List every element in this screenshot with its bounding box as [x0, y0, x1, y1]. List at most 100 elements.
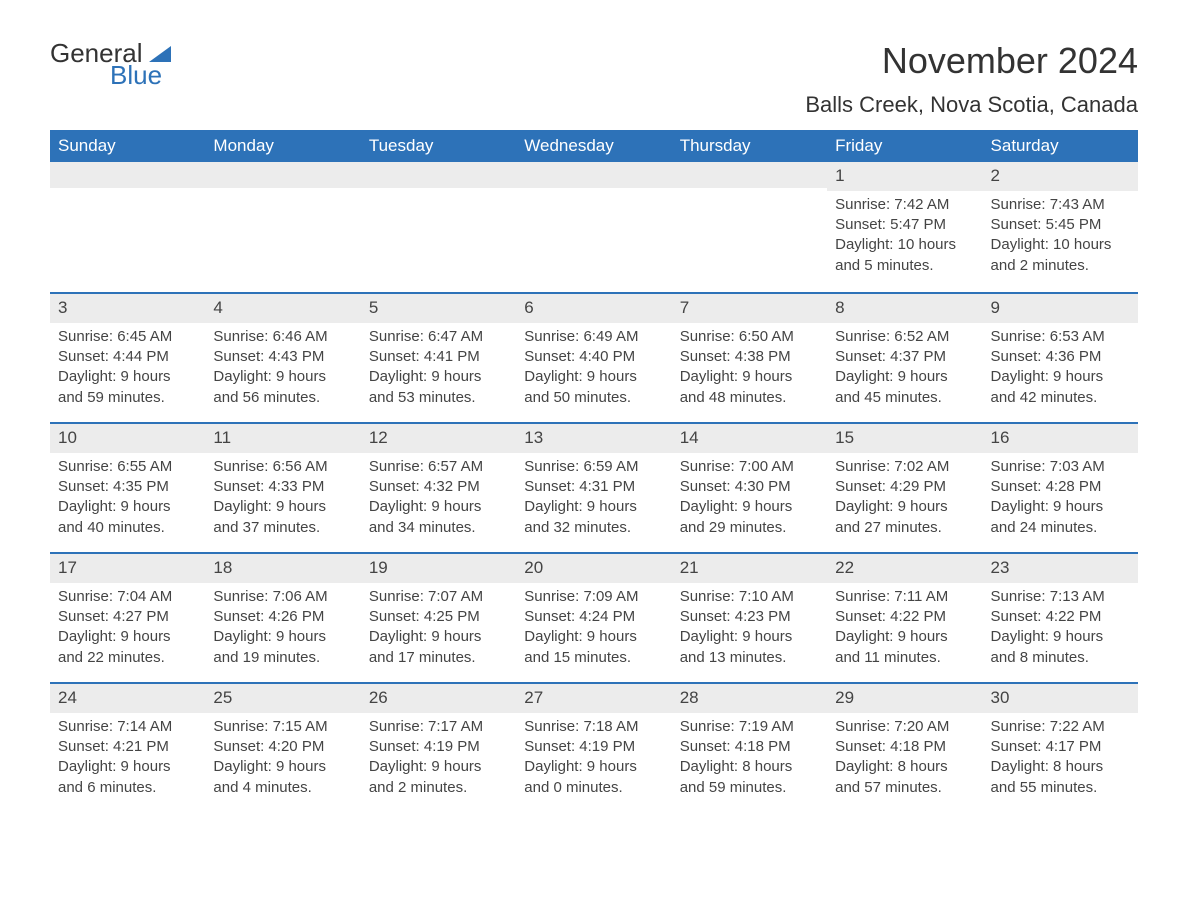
sunset-line: Sunset: 4:25 PM [369, 607, 508, 627]
dl1-line: Daylight: 9 hours [213, 757, 352, 777]
month-title: November 2024 [805, 40, 1138, 82]
dl2-line: and 17 minutes. [369, 648, 508, 668]
day-number: 2 [983, 162, 1138, 191]
dl1-line: Daylight: 10 hours [835, 235, 974, 255]
cell-body: Sunrise: 7:42 AMSunset: 5:47 PMDaylight:… [827, 191, 982, 286]
day-header: Friday [827, 130, 982, 162]
day-number: 29 [827, 684, 982, 713]
cell-body: Sunrise: 7:07 AMSunset: 4:25 PMDaylight:… [361, 583, 516, 678]
sunrise-line: Sunrise: 7:19 AM [680, 717, 819, 737]
day-number: 12 [361, 424, 516, 453]
dl1-line: Daylight: 9 hours [524, 757, 663, 777]
dl1-line: Daylight: 9 hours [524, 367, 663, 387]
sunrise-line: Sunrise: 7:18 AM [524, 717, 663, 737]
dl1-line: Daylight: 9 hours [58, 497, 197, 517]
dl2-line: and 29 minutes. [680, 518, 819, 538]
cell-body: Sunrise: 7:11 AMSunset: 4:22 PMDaylight:… [827, 583, 982, 678]
location-subtitle: Balls Creek, Nova Scotia, Canada [805, 92, 1138, 118]
cell-body: Sunrise: 6:45 AMSunset: 4:44 PMDaylight:… [50, 323, 205, 418]
sunset-line: Sunset: 4:19 PM [524, 737, 663, 757]
dl2-line: and 48 minutes. [680, 388, 819, 408]
week-row: 3Sunrise: 6:45 AMSunset: 4:44 PMDaylight… [50, 292, 1138, 422]
day-number: 5 [361, 294, 516, 323]
day-number: 17 [50, 554, 205, 583]
sunrise-line: Sunrise: 6:45 AM [58, 327, 197, 347]
dl1-line: Daylight: 9 hours [369, 757, 508, 777]
dl2-line: and 2 minutes. [369, 778, 508, 798]
dl1-line: Daylight: 9 hours [369, 367, 508, 387]
cell-body: Sunrise: 6:47 AMSunset: 4:41 PMDaylight:… [361, 323, 516, 418]
day-number: 27 [516, 684, 671, 713]
dl1-line: Daylight: 9 hours [213, 367, 352, 387]
day-number: 26 [361, 684, 516, 713]
sunset-line: Sunset: 4:28 PM [991, 477, 1130, 497]
dl2-line: and 45 minutes. [835, 388, 974, 408]
cell-body: Sunrise: 6:46 AMSunset: 4:43 PMDaylight:… [205, 323, 360, 418]
cell-body: Sunrise: 6:55 AMSunset: 4:35 PMDaylight:… [50, 453, 205, 548]
dl2-line: and 53 minutes. [369, 388, 508, 408]
weeks-container: 1Sunrise: 7:42 AMSunset: 5:47 PMDaylight… [50, 162, 1138, 812]
calendar-cell: 28Sunrise: 7:19 AMSunset: 4:18 PMDayligh… [672, 684, 827, 812]
dl1-line: Daylight: 9 hours [680, 497, 819, 517]
cell-body: Sunrise: 7:43 AMSunset: 5:45 PMDaylight:… [983, 191, 1138, 286]
dl1-line: Daylight: 9 hours [991, 497, 1130, 517]
cell-body: Sunrise: 6:53 AMSunset: 4:36 PMDaylight:… [983, 323, 1138, 418]
dl2-line: and 5 minutes. [835, 256, 974, 276]
sunset-line: Sunset: 4:18 PM [680, 737, 819, 757]
calendar-cell: 27 Sunrise: 7:18 AMSunset: 4:19 PMDayligh… [516, 684, 671, 812]
dl2-line: and 37 minutes. [213, 518, 352, 538]
cell-body: Sunrise: 7:04 AMSunset: 4:27 PMDaylight:… [50, 583, 205, 678]
sunset-line: Sunset: 4:18 PM [835, 737, 974, 757]
sunrise-line: Sunrise: 7:43 AM [991, 195, 1130, 215]
sunrise-line: Sunrise: 7:42 AM [835, 195, 974, 215]
sunset-line: Sunset: 4:20 PM [213, 737, 352, 757]
sunset-line: Sunset: 4:30 PM [680, 477, 819, 497]
dl2-line: and 59 minutes. [680, 778, 819, 798]
sunrise-line: Sunrise: 7:14 AM [58, 717, 197, 737]
sunset-line: Sunset: 4:19 PM [369, 737, 508, 757]
sunrise-line: Sunrise: 7:10 AM [680, 587, 819, 607]
cell-body: Sunrise: 7:13 AMSunset: 4:22 PMDaylight:… [983, 583, 1138, 678]
dl2-line: and 32 minutes. [524, 518, 663, 538]
dl1-line: Daylight: 9 hours [58, 627, 197, 647]
dl2-line: and 24 minutes. [991, 518, 1130, 538]
cell-body: Sunrise: 7:10 AMSunset: 4:23 PMDaylight:… [672, 583, 827, 678]
cell-body: Sunrise: 7:00 AMSunset: 4:30 PMDaylight:… [672, 453, 827, 548]
sunset-line: Sunset: 4:17 PM [991, 737, 1130, 757]
dl2-line: and 50 minutes. [524, 388, 663, 408]
sunrise-line: Sunrise: 7:20 AM [835, 717, 974, 737]
sunset-line: Sunset: 5:47 PM [835, 215, 974, 235]
sunrise-line: Sunrise: 6:59 AM [524, 457, 663, 477]
day-number [672, 162, 827, 188]
day-header: Saturday [983, 130, 1138, 162]
calendar-cell: 25Sunrise: 7:15 AMSunset: 4:20 PMDayligh… [205, 684, 360, 812]
dl2-line: and 59 minutes. [58, 388, 197, 408]
dl1-line: Daylight: 9 hours [524, 627, 663, 647]
day-header: Sunday [50, 130, 205, 162]
dl2-line: and 13 minutes. [680, 648, 819, 668]
dl1-line: Daylight: 8 hours [680, 757, 819, 777]
calendar-cell: 3Sunrise: 6:45 AMSunset: 4:44 PMDaylight… [50, 294, 205, 422]
calendar-cell: 21Sunrise: 7:10 AMSunset: 4:23 PMDayligh… [672, 554, 827, 682]
calendar-cell: 2Sunrise: 7:43 AMSunset: 5:45 PMDaylight… [983, 162, 1138, 292]
dl2-line: and 0 minutes. [524, 778, 663, 798]
sunset-line: Sunset: 4:27 PM [58, 607, 197, 627]
sunrise-line: Sunrise: 7:09 AM [524, 587, 663, 607]
week-row: 17Sunrise: 7:04 AMSunset: 4:27 PMDayligh… [50, 552, 1138, 682]
sunset-line: Sunset: 4:41 PM [369, 347, 508, 367]
cell-body: Sunrise: 6:49 AMSunset: 4:40 PMDaylight:… [516, 323, 671, 418]
dl1-line: Daylight: 9 hours [991, 367, 1130, 387]
day-number: 14 [672, 424, 827, 453]
calendar-cell-empty [516, 162, 671, 292]
dl2-line: and 34 minutes. [369, 518, 508, 538]
dl2-line: and 22 minutes. [58, 648, 197, 668]
dl1-line: Daylight: 9 hours [369, 497, 508, 517]
calendar-cell: 26Sunrise: 7:17 AMSunset: 4:19 PMDayligh… [361, 684, 516, 812]
dl2-line: and 42 minutes. [991, 388, 1130, 408]
cell-body: Sunrise: 7:14 AMSunset: 4:21 PMDaylight:… [50, 713, 205, 808]
cell-body: Sunrise: 6:52 AMSunset: 4:37 PMDaylight:… [827, 323, 982, 418]
dl2-line: and 19 minutes. [213, 648, 352, 668]
dl1-line: Daylight: 8 hours [991, 757, 1130, 777]
day-number: 4 [205, 294, 360, 323]
day-number: 19 [361, 554, 516, 583]
